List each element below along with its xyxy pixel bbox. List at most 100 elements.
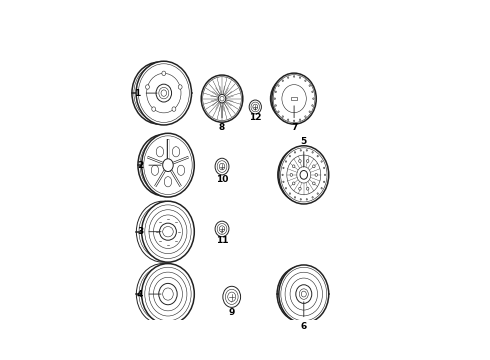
- Ellipse shape: [312, 197, 313, 198]
- Ellipse shape: [219, 226, 225, 232]
- Ellipse shape: [278, 85, 279, 86]
- Ellipse shape: [283, 181, 284, 183]
- Text: 3: 3: [137, 227, 161, 236]
- Ellipse shape: [281, 148, 327, 202]
- Ellipse shape: [142, 201, 195, 262]
- Ellipse shape: [220, 96, 224, 101]
- Ellipse shape: [272, 73, 316, 124]
- Ellipse shape: [134, 64, 184, 122]
- Ellipse shape: [215, 158, 229, 175]
- Ellipse shape: [149, 272, 187, 316]
- Ellipse shape: [274, 98, 275, 99]
- Ellipse shape: [313, 165, 315, 168]
- Ellipse shape: [162, 71, 166, 76]
- Ellipse shape: [306, 199, 307, 200]
- Ellipse shape: [159, 283, 177, 305]
- Ellipse shape: [139, 267, 186, 321]
- Ellipse shape: [309, 85, 310, 86]
- Ellipse shape: [297, 167, 311, 183]
- Ellipse shape: [163, 288, 173, 300]
- Ellipse shape: [146, 212, 180, 252]
- Ellipse shape: [300, 199, 301, 200]
- Ellipse shape: [132, 62, 186, 124]
- Ellipse shape: [144, 136, 192, 194]
- Ellipse shape: [279, 146, 329, 204]
- Text: 8: 8: [219, 106, 225, 132]
- Ellipse shape: [163, 226, 173, 237]
- Ellipse shape: [290, 174, 293, 176]
- Ellipse shape: [312, 105, 313, 106]
- Ellipse shape: [317, 193, 319, 194]
- Ellipse shape: [309, 111, 310, 112]
- Ellipse shape: [288, 77, 289, 78]
- Ellipse shape: [217, 224, 227, 234]
- Ellipse shape: [294, 152, 295, 153]
- Ellipse shape: [270, 76, 312, 121]
- Ellipse shape: [145, 267, 191, 321]
- Text: 1: 1: [134, 89, 157, 98]
- Ellipse shape: [153, 277, 182, 311]
- Ellipse shape: [153, 215, 182, 248]
- Text: 10: 10: [216, 168, 228, 184]
- Ellipse shape: [275, 91, 276, 93]
- Ellipse shape: [324, 174, 326, 176]
- Text: 2: 2: [137, 161, 161, 170]
- Ellipse shape: [300, 171, 308, 179]
- Text: 4: 4: [137, 289, 161, 298]
- Ellipse shape: [281, 267, 327, 321]
- Ellipse shape: [306, 150, 307, 151]
- Ellipse shape: [138, 64, 189, 122]
- Ellipse shape: [219, 163, 225, 170]
- Ellipse shape: [299, 77, 301, 78]
- Ellipse shape: [283, 167, 284, 168]
- Ellipse shape: [305, 116, 306, 117]
- Ellipse shape: [317, 156, 319, 157]
- Ellipse shape: [313, 98, 314, 99]
- Ellipse shape: [136, 61, 192, 125]
- Ellipse shape: [306, 159, 309, 162]
- Ellipse shape: [285, 161, 287, 162]
- Ellipse shape: [142, 133, 195, 197]
- Ellipse shape: [282, 85, 306, 113]
- Ellipse shape: [177, 165, 185, 175]
- Ellipse shape: [217, 161, 227, 172]
- Text: 5: 5: [301, 137, 307, 167]
- Ellipse shape: [152, 107, 156, 111]
- Bar: [292, 97, 297, 100]
- Ellipse shape: [289, 193, 291, 194]
- Ellipse shape: [278, 148, 325, 202]
- Ellipse shape: [159, 87, 169, 99]
- Ellipse shape: [149, 210, 187, 254]
- Ellipse shape: [156, 84, 171, 102]
- Text: 7: 7: [291, 106, 297, 132]
- Text: 9: 9: [228, 302, 235, 316]
- Ellipse shape: [285, 272, 322, 316]
- Ellipse shape: [299, 187, 301, 190]
- Ellipse shape: [275, 105, 276, 106]
- Ellipse shape: [321, 188, 322, 189]
- Ellipse shape: [142, 264, 195, 325]
- Ellipse shape: [223, 286, 241, 307]
- Ellipse shape: [140, 137, 186, 193]
- Ellipse shape: [253, 104, 258, 110]
- Ellipse shape: [301, 291, 306, 297]
- Ellipse shape: [323, 181, 325, 183]
- Ellipse shape: [293, 165, 295, 168]
- Ellipse shape: [160, 223, 176, 240]
- Ellipse shape: [282, 116, 283, 117]
- Ellipse shape: [218, 94, 226, 103]
- Ellipse shape: [299, 289, 308, 299]
- Ellipse shape: [321, 161, 322, 162]
- Ellipse shape: [156, 147, 164, 157]
- Ellipse shape: [228, 292, 236, 302]
- Ellipse shape: [279, 265, 329, 323]
- Ellipse shape: [161, 90, 167, 96]
- Ellipse shape: [312, 91, 313, 93]
- Ellipse shape: [306, 187, 309, 190]
- Ellipse shape: [225, 289, 238, 305]
- Ellipse shape: [296, 285, 312, 303]
- Ellipse shape: [251, 102, 260, 112]
- Ellipse shape: [305, 80, 306, 81]
- Ellipse shape: [164, 177, 171, 187]
- Ellipse shape: [282, 80, 283, 81]
